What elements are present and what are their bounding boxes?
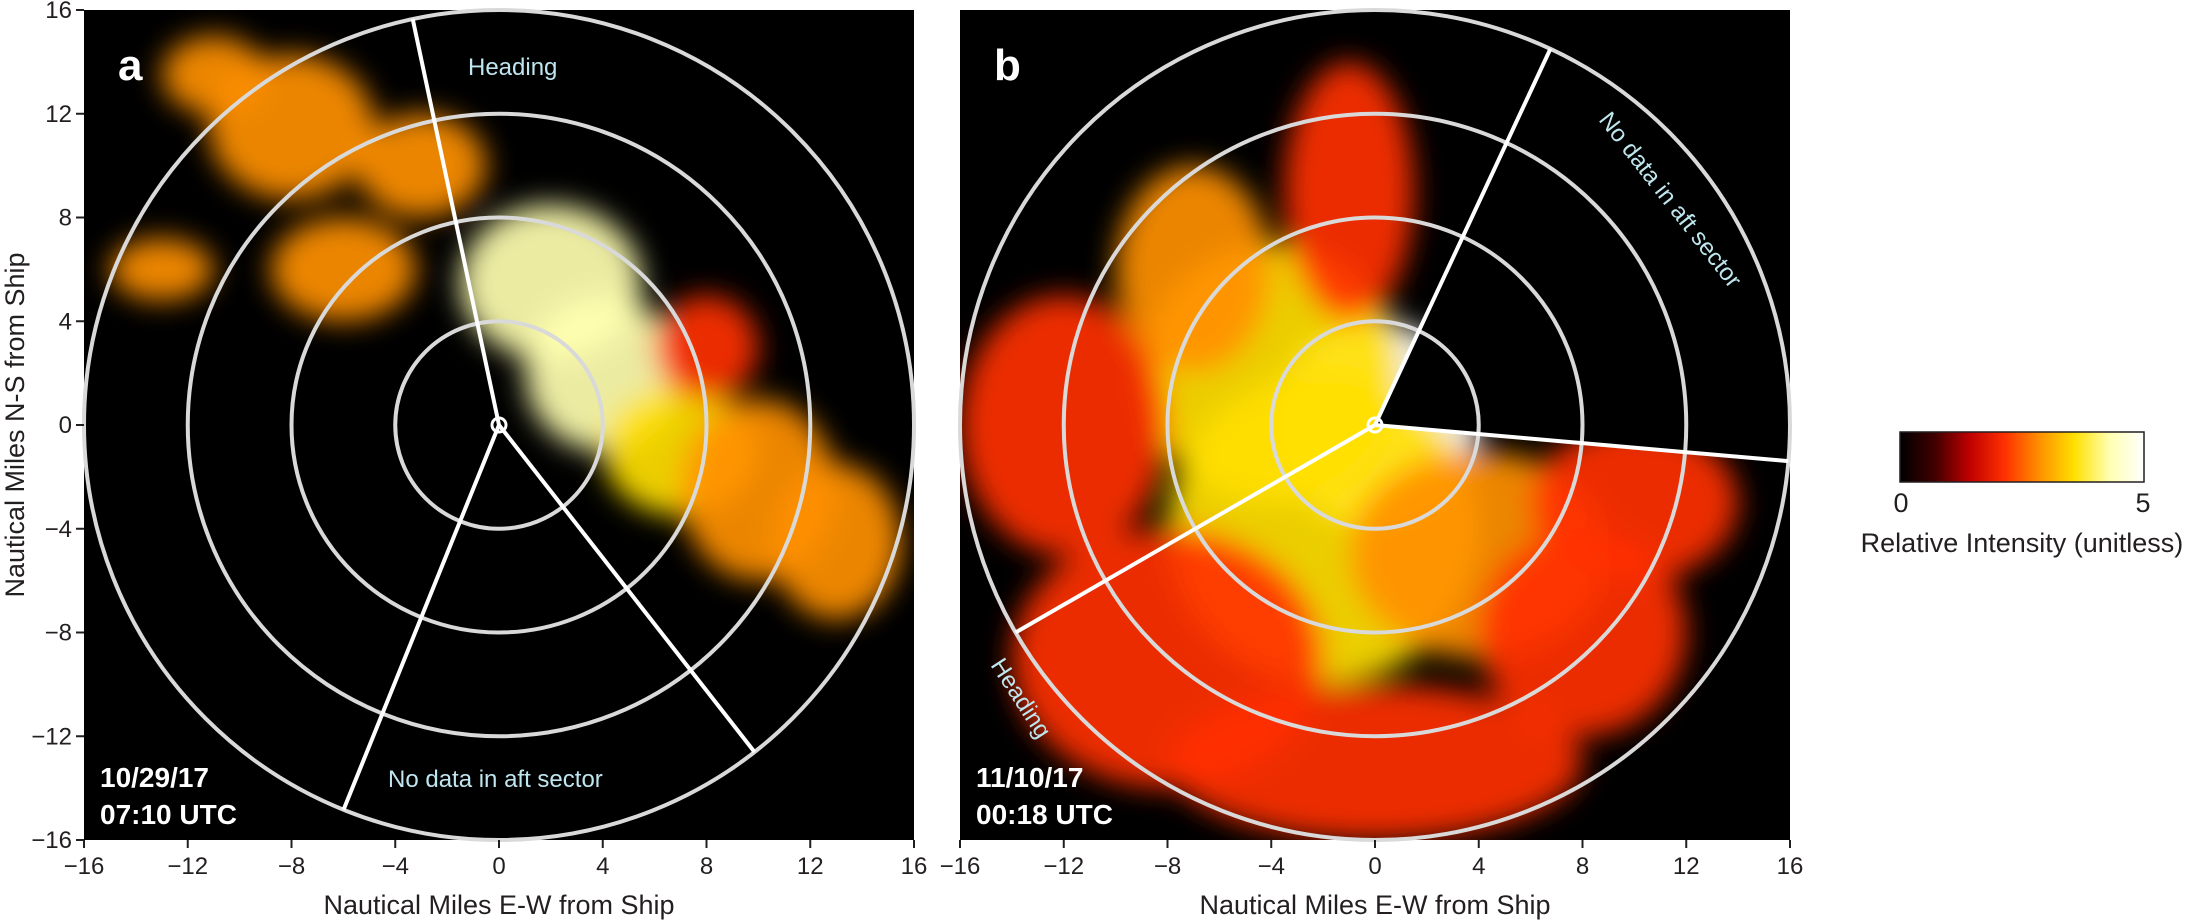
panel-a-time: 07:10 UTC bbox=[100, 799, 237, 830]
panel-a-ytick-label: −16 bbox=[31, 827, 72, 854]
panel-a-x-axis-label: Nautical Miles E-W from Ship bbox=[323, 890, 674, 920]
panel-b-ring-8 bbox=[1165, 215, 1585, 635]
panel-a-ytick-label: 0 bbox=[59, 412, 72, 439]
panel-b-echo-7 bbox=[1284, 61, 1414, 322]
panel-a-echoes bbox=[109, 35, 902, 620]
panel-b-date: 11/10/17 bbox=[976, 762, 1083, 793]
panel-a-xtick-label: −16 bbox=[64, 853, 105, 880]
panel-a-heading-line bbox=[410, 18, 501, 426]
panel-a-ring-4 bbox=[393, 319, 605, 531]
colorbar-min-label: 0 bbox=[1893, 488, 1908, 518]
panel-a-xtick-label: −12 bbox=[167, 853, 208, 880]
panel-b-xtick-label: −16 bbox=[940, 853, 981, 880]
panel-b-heading-line bbox=[1014, 423, 1377, 635]
panel-a-heading-annotation: Heading bbox=[468, 54, 557, 81]
panel-b-x-axis-label: Nautical Miles E-W from Ship bbox=[1199, 890, 1550, 920]
panel-b-xtick-label: 4 bbox=[1472, 853, 1485, 880]
colorbar-max-label: 5 bbox=[2135, 488, 2150, 518]
panel-b-echo-9 bbox=[1530, 425, 1739, 581]
colorbar: 0 5 Relative Intensity (unitless) bbox=[1861, 431, 2184, 558]
panel-a-echo-2 bbox=[109, 238, 214, 301]
panel-a-aft-sector bbox=[343, 425, 755, 840]
panel-a-echo-1 bbox=[270, 217, 416, 322]
panel-b: −16 −12 −8 −4 0 4 8 12 16 b Heading No data in a… bbox=[940, 8, 1804, 920]
panel-b-time: 00:18 UTC bbox=[976, 799, 1113, 830]
panel-a-ytick-label: −8 bbox=[45, 620, 72, 647]
panel-b-xtick-label: 12 bbox=[1673, 853, 1700, 880]
panel-a-aft-annotation: No data in aft sector bbox=[388, 766, 603, 793]
panel-b-label: b bbox=[994, 41, 1021, 90]
panel-a-xtick-label: −8 bbox=[278, 853, 305, 880]
panel-b-xtick-label: −12 bbox=[1043, 853, 1084, 880]
panel-a-xtick-label: 0 bbox=[492, 853, 505, 880]
colorbar-title: Relative Intensity (unitless) bbox=[1861, 528, 2184, 558]
panel-b-sector-lines bbox=[1014, 48, 1789, 635]
panel-b-echo-6 bbox=[1167, 684, 1583, 840]
panel-b-xtick-label: −8 bbox=[1154, 853, 1181, 880]
panel-a-ring-12 bbox=[185, 111, 813, 739]
panel-a-label: a bbox=[118, 41, 143, 90]
panel-a-sector-lines bbox=[341, 18, 757, 811]
panel-a-xtick-label: 8 bbox=[700, 853, 713, 880]
panel-a-ytick-label: 12 bbox=[45, 101, 72, 128]
panel-b-xtick-label: 16 bbox=[1777, 853, 1804, 880]
panel-a-ring-8 bbox=[289, 215, 709, 635]
panel-b-xtick-label: 8 bbox=[1576, 853, 1589, 880]
panel-b-echo-10 bbox=[1115, 165, 1272, 374]
panel-b-echoes bbox=[960, 61, 1739, 840]
colorbar-gradient bbox=[1899, 431, 2145, 483]
panel-a-aft-edge-2 bbox=[341, 424, 501, 811]
panel-a-ytick-label: 8 bbox=[59, 205, 72, 232]
panel-a-ytick-label: 16 bbox=[45, 0, 72, 24]
panel-a-xtick-label: 12 bbox=[797, 853, 824, 880]
panel-a-echo-8 bbox=[771, 463, 902, 620]
panel-a-xtick-label: 4 bbox=[596, 853, 609, 880]
panel-b-aft-edge-2 bbox=[1374, 423, 1789, 464]
panel-b-aft-edge-1 bbox=[1373, 48, 1553, 426]
panel-a-echo-10 bbox=[161, 35, 266, 114]
panel-a-xtick-label: 16 bbox=[901, 853, 928, 880]
panel-b-ring-4 bbox=[1269, 319, 1481, 531]
panel-a-y-axis-label: Nautical Miles N-S from Ship bbox=[0, 252, 30, 597]
panel-b-xtick-label: 0 bbox=[1368, 853, 1381, 880]
panel-b-xtick-label: −4 bbox=[1258, 853, 1285, 880]
panel-a-date: 10/29/17 bbox=[100, 762, 209, 793]
panel-a-ytick-label: 4 bbox=[59, 308, 72, 335]
panel-b-axis-ticks: −16 −12 −8 −4 0 4 8 12 16 bbox=[940, 840, 1804, 880]
panel-a-axis-ticks: −16 −12 −8 −4 0 4 8 12 16 −16 −12 −8 −4 0 4 8 12 16 bbox=[31, 0, 927, 880]
panel-a-ytick-label: −4 bbox=[45, 516, 72, 543]
panel-a: −16 −12 −8 −4 0 4 8 12 16 −16 −12 −8 −4 0 4 8 12 16 a Hea… bbox=[0, 0, 927, 920]
panel-a-ytick-label: −12 bbox=[31, 723, 72, 750]
panel-a-xtick-label: −4 bbox=[382, 853, 409, 880]
panel-a-aft-edge-1 bbox=[497, 423, 757, 754]
panel-a-echo-3 bbox=[356, 113, 487, 218]
panel-b-ring-12 bbox=[1061, 111, 1689, 739]
